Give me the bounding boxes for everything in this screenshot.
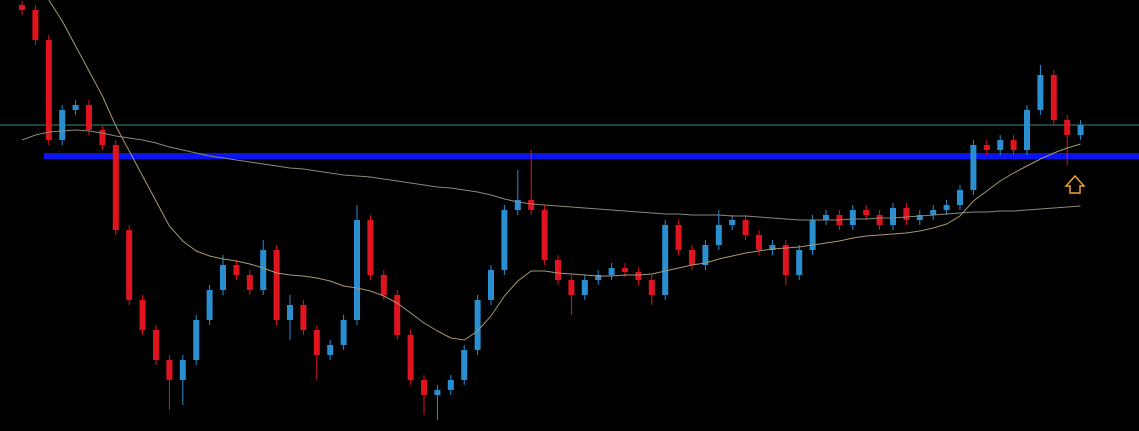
candle-body (461, 350, 468, 380)
candle-body (273, 250, 280, 320)
candle-body (380, 275, 387, 295)
candle-body (930, 210, 937, 215)
candle-body (59, 110, 66, 140)
candle-body (541, 210, 548, 260)
candle-body (45, 40, 52, 140)
candle-body (220, 265, 226, 290)
candle-body (702, 245, 709, 265)
candle-body (447, 380, 454, 390)
candle-body (903, 208, 910, 220)
signal-arrow (1064, 174, 1086, 194)
candle-body (555, 260, 561, 280)
candle-body (622, 268, 628, 272)
candle-body (595, 275, 602, 280)
candle-body (876, 215, 883, 225)
candle-body (1024, 110, 1030, 150)
candle-body (809, 220, 816, 250)
candle-body (715, 225, 722, 245)
candle-body (689, 250, 695, 265)
candle-body (863, 210, 870, 215)
candle-body (957, 190, 963, 205)
candle-body (581, 280, 588, 295)
candle-body (313, 330, 320, 355)
candle-body (1064, 120, 1071, 135)
candle-body (340, 320, 347, 345)
candle-body (86, 105, 92, 130)
candle-body (488, 270, 494, 300)
candle-body (1077, 125, 1084, 135)
candle-body (1037, 75, 1044, 110)
candle-body (260, 250, 267, 290)
candle-body (742, 220, 749, 235)
candle-body (193, 320, 200, 360)
candle-body (153, 330, 159, 360)
candle-body (99, 130, 106, 145)
candle-body (179, 360, 186, 380)
candle-body (782, 245, 789, 275)
candle-body (769, 245, 776, 250)
candle-body (756, 235, 762, 250)
candle-body (233, 265, 240, 275)
candle-body (890, 208, 896, 225)
candle-body (1010, 140, 1017, 150)
candle-body (970, 145, 977, 190)
candle-body (983, 145, 990, 150)
candle-body (635, 272, 642, 280)
candle-body (287, 305, 293, 320)
candle-body (1050, 75, 1057, 120)
candle-body (206, 290, 213, 320)
candle-body (394, 295, 401, 335)
moving-average (21, 129, 1081, 221)
candle-body (112, 145, 119, 230)
candle-body (327, 345, 334, 355)
candle-body (608, 268, 615, 275)
candle-body (675, 225, 682, 250)
candle-body (648, 280, 655, 295)
candle-body (300, 305, 307, 330)
candle-body (126, 230, 133, 300)
candle-body (501, 210, 508, 270)
candle-body (139, 300, 146, 330)
candle-body (354, 220, 360, 320)
candle-body (367, 220, 374, 275)
candle-body (514, 200, 521, 210)
candle-body (796, 250, 803, 275)
candle-body (568, 280, 575, 295)
candle-body (19, 5, 25, 10)
candle-body (823, 215, 829, 220)
candle-body (997, 140, 1004, 150)
candle-body (72, 105, 79, 110)
candle-body (434, 390, 441, 395)
moving-average (48, 0, 1081, 341)
candle-body (407, 335, 414, 380)
candle-body (729, 220, 736, 225)
candle-body (474, 300, 481, 350)
candle-body (421, 380, 427, 395)
candle-body (166, 360, 173, 380)
candle-body (849, 210, 856, 225)
candle-body (32, 10, 39, 40)
candle-body (246, 275, 253, 290)
candle-body (528, 200, 535, 210)
candle-body (662, 225, 669, 295)
candle-body (916, 215, 923, 220)
candle-body (943, 205, 950, 210)
